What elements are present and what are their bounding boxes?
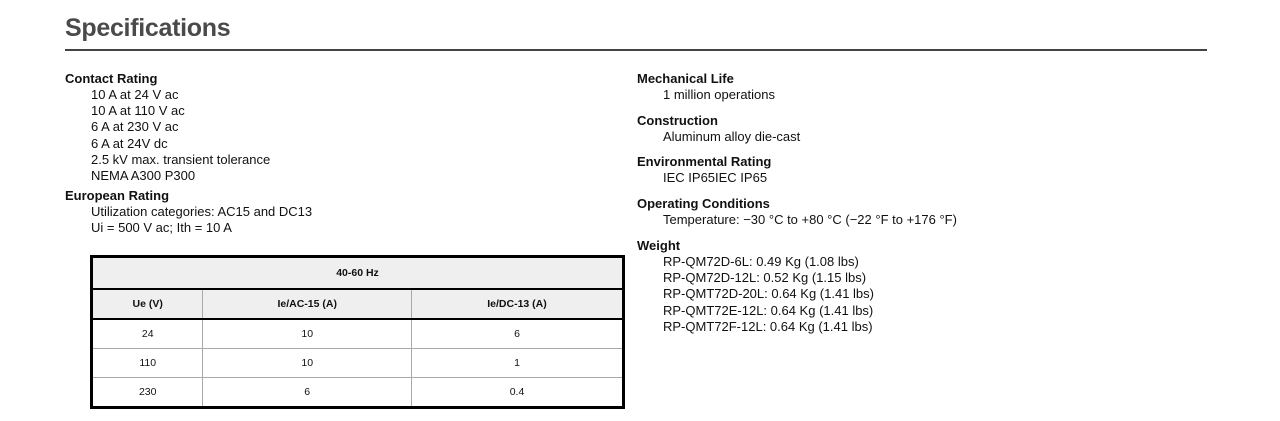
spec-line: Temperature: −30 °C to +80 °C (−22 °F to… xyxy=(663,212,957,227)
table-cell: 10 xyxy=(202,318,412,349)
spec-heading: Operating Conditions xyxy=(637,196,770,211)
left-column: Contact Rating 10 A at 24 V ac 10 A at 110… xyxy=(65,71,625,241)
spec-heading: Environmental Rating xyxy=(637,154,772,169)
rating-table: 40-60 Hz Ue (V) Ie/AC-15 (A) Ie/DC-13 (A… xyxy=(90,255,625,409)
spec-section: Environmental Rating IEC IP65IEC IP65 xyxy=(637,154,1197,186)
table-cell: 110 xyxy=(91,348,203,378)
page-title: Specifications xyxy=(65,14,231,42)
spec-line: RP-QMT72E-12L: 0.64 Kg (1.41 lbs) xyxy=(663,302,874,318)
table-caption: 40-60 Hz xyxy=(91,256,624,290)
spec-heading: Contact Rating xyxy=(65,71,158,86)
spec-line: 6 A at 24V dc xyxy=(91,135,168,151)
table-cell: 6 xyxy=(202,377,412,408)
spec-line: Utilization categories: AC15 and DC13 xyxy=(91,204,313,220)
spec-line: IEC IP65IEC IP65 xyxy=(663,170,768,185)
column-header: Ue (V) xyxy=(91,289,203,320)
spec-line: 2.5 kV max. transient tolerance xyxy=(91,151,271,167)
spec-heading: Construction xyxy=(637,113,718,128)
spec-line: 10 A at 110 V ac xyxy=(91,103,185,119)
spec-line: RP-QM72D-12L: 0.52 Kg (1.15 lbs) xyxy=(663,270,867,286)
spec-heading: Mechanical Life xyxy=(637,71,734,86)
table-cell: 1 xyxy=(410,348,624,378)
table-cell: 6 xyxy=(410,318,624,349)
table-row: 110 10 1 xyxy=(91,348,624,378)
table-header-row: Ue (V) Ie/AC-15 (A) Ie/DC-13 (A) xyxy=(91,289,624,320)
table-cell: 0.4 xyxy=(410,377,624,408)
spec-line: Aluminum alloy die-cast xyxy=(663,129,801,144)
column-header: Ie/DC-13 (A) xyxy=(410,289,624,320)
column-header: Ie/AC-15 (A) xyxy=(202,289,412,320)
spec-section: Operating Conditions Temperature: −30 °C … xyxy=(637,196,1197,228)
spec-line: NEMA A300 P300 xyxy=(91,168,196,184)
title-divider xyxy=(65,49,1207,51)
spec-line: RP-QM72D-6L: 0.49 Kg (1.08 lbs) xyxy=(663,254,859,269)
spec-line: 10 A at 24 V ac xyxy=(91,87,179,102)
spec-line: 6 A at 230 V ac xyxy=(91,119,179,135)
spec-line: RP-QMT72D-20L: 0.64 Kg (1.41 lbs) xyxy=(663,286,874,302)
table-cell: 10 xyxy=(202,348,412,378)
spec-section: Mechanical Life 1 million operations xyxy=(637,71,1197,103)
table-cell: 24 xyxy=(91,318,203,349)
table-row: 24 10 6 xyxy=(91,318,624,349)
spec-section: Contact Rating 10 A at 24 V ac 10 A at 110… xyxy=(65,71,625,184)
spec-heading: European Rating xyxy=(65,188,170,204)
table-cell: 230 xyxy=(91,377,203,408)
table-row: 230 6 0.4 xyxy=(91,377,624,408)
spec-line: 1 million operations xyxy=(663,87,776,102)
spec-section: Construction Aluminum alloy die-cast xyxy=(637,113,1197,145)
spec-section: European Rating Utilization categories: A… xyxy=(65,188,625,236)
spec-heading: Weight xyxy=(637,238,681,253)
spec-section: Weight RP-QM72D-6L: 0.49 Kg (1.08 lbs) RP-… xyxy=(637,238,1197,335)
spec-line: RP-QMT72F-12L: 0.64 Kg (1.41 lbs) xyxy=(663,318,873,334)
spec-line: Ui = 500 V ac; Ith = 10 A xyxy=(91,220,232,236)
